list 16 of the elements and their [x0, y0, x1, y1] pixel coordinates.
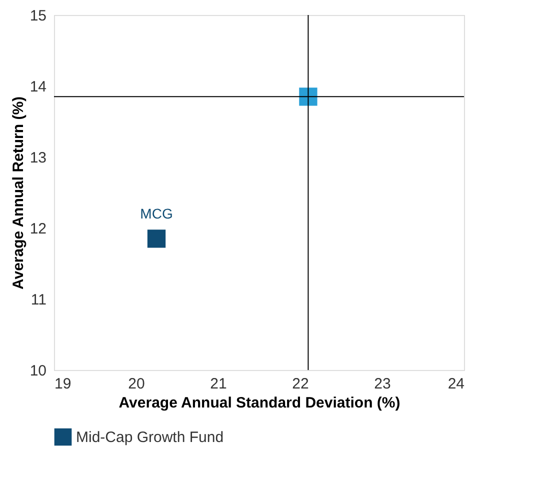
legend-label: Mid-Cap Growth Fund — [76, 429, 224, 446]
x-axis-title: Average Annual Standard Deviation (%) — [118, 394, 400, 412]
y-axis-title: Average Annual Return (%) — [10, 96, 27, 290]
x-tick-label: 19 — [54, 376, 72, 392]
y-tick-label: 15 — [30, 8, 46, 24]
x-tick-label: 24 — [448, 376, 464, 392]
y-tick-label: 11 — [30, 292, 46, 308]
x-tick-label: 23 — [374, 376, 391, 392]
y-tick-label: 13 — [30, 150, 46, 166]
x-tick-label: 22 — [292, 376, 309, 392]
y-tick-label: 12 — [30, 220, 46, 238]
annotation: MCG — [140, 206, 173, 222]
x-tick-label: 21 — [210, 376, 227, 392]
y-tick-label: 14 — [30, 78, 46, 96]
x-tick-label: 20 — [128, 376, 145, 392]
y-tick-label: 10 — [30, 362, 46, 380]
